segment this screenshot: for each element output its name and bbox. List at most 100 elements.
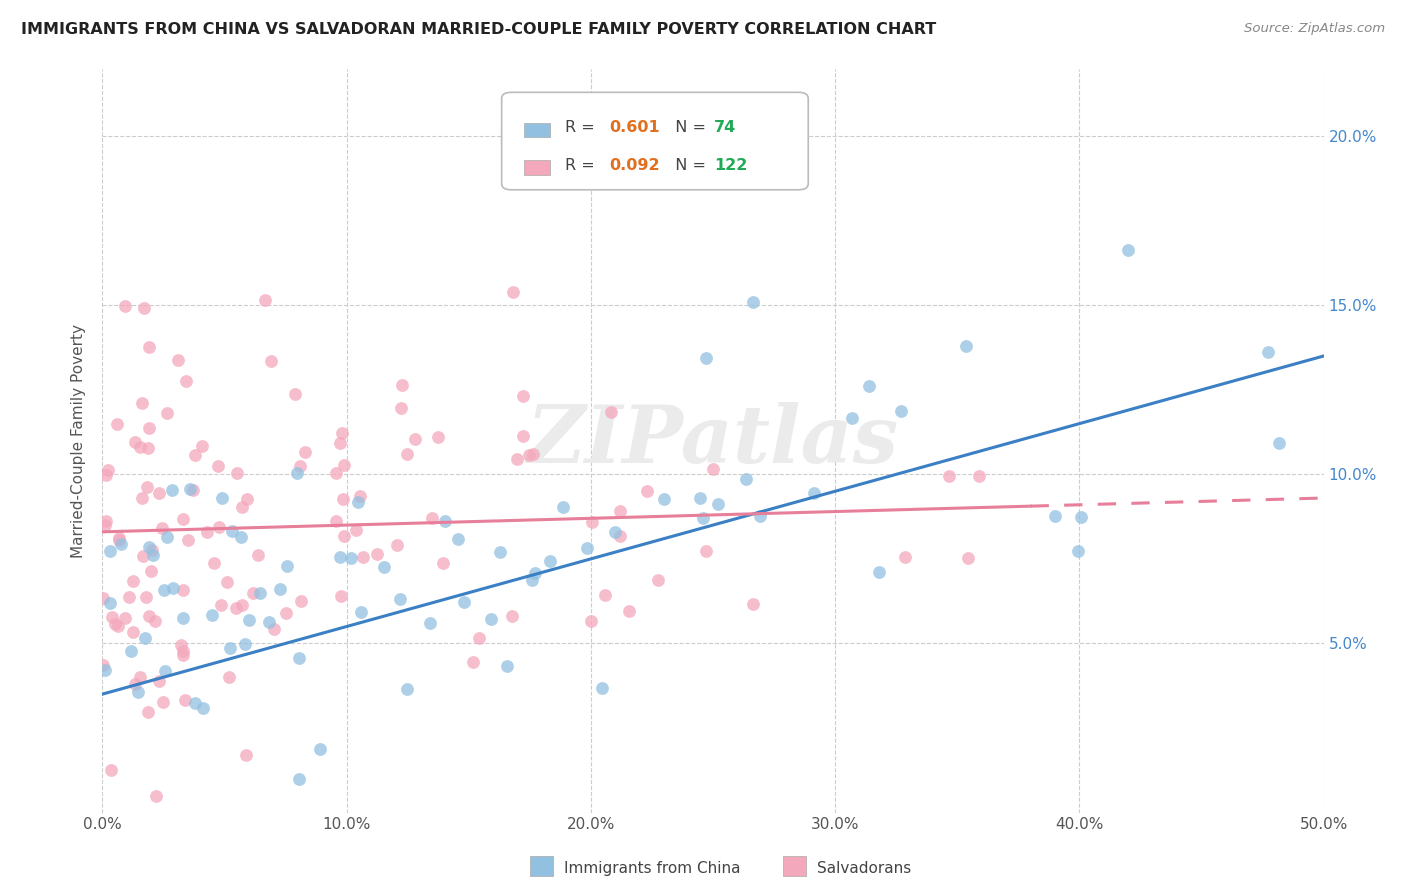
Point bbox=[269, 582, 291, 596]
Point bbox=[329, 436, 352, 450]
Point bbox=[97, 463, 120, 477]
Point bbox=[446, 533, 468, 547]
Point bbox=[288, 772, 311, 786]
Point bbox=[502, 285, 524, 300]
Point bbox=[1067, 544, 1090, 558]
Point bbox=[453, 595, 475, 609]
Point bbox=[218, 670, 240, 684]
Point bbox=[172, 611, 194, 625]
Point bbox=[215, 575, 238, 590]
Point bbox=[94, 663, 117, 677]
Point bbox=[695, 544, 717, 558]
Point bbox=[329, 550, 352, 565]
Point bbox=[841, 411, 863, 425]
Text: Immigrants from China: Immigrants from China bbox=[564, 861, 741, 876]
Point bbox=[184, 696, 207, 710]
Point bbox=[153, 665, 176, 679]
Point bbox=[184, 448, 207, 462]
Point bbox=[208, 520, 231, 534]
Point bbox=[1045, 508, 1067, 523]
Point bbox=[238, 613, 260, 627]
Point bbox=[969, 468, 991, 483]
Point bbox=[287, 650, 309, 665]
Point bbox=[135, 480, 157, 494]
Point bbox=[330, 426, 353, 441]
Point bbox=[141, 542, 163, 557]
Point bbox=[276, 558, 298, 573]
Point bbox=[595, 589, 617, 603]
Point bbox=[285, 466, 308, 480]
Point bbox=[138, 340, 160, 354]
Point bbox=[479, 612, 502, 626]
Point bbox=[581, 515, 603, 529]
Point bbox=[702, 462, 724, 476]
Point bbox=[114, 299, 136, 313]
Point bbox=[122, 625, 145, 640]
Point bbox=[553, 500, 575, 514]
Point bbox=[512, 389, 534, 403]
Point bbox=[366, 547, 388, 561]
Point bbox=[956, 551, 979, 566]
Point bbox=[98, 596, 121, 610]
Point bbox=[110, 537, 132, 551]
Point bbox=[894, 550, 917, 565]
Point bbox=[512, 429, 534, 443]
Point bbox=[156, 530, 179, 544]
Point bbox=[1070, 510, 1092, 524]
Point bbox=[124, 677, 146, 691]
Point bbox=[522, 573, 544, 587]
Point bbox=[461, 655, 484, 669]
Point bbox=[211, 491, 233, 505]
Point bbox=[114, 611, 136, 625]
Point bbox=[135, 590, 157, 604]
Point bbox=[136, 442, 159, 456]
Point bbox=[107, 531, 129, 545]
Point bbox=[235, 748, 257, 763]
Point bbox=[195, 525, 218, 540]
Text: N =: N = bbox=[665, 120, 711, 136]
Point bbox=[145, 789, 167, 803]
Point bbox=[427, 430, 450, 444]
Point bbox=[138, 608, 160, 623]
Point bbox=[695, 351, 717, 366]
Point bbox=[579, 614, 602, 628]
Point bbox=[94, 467, 117, 482]
Point bbox=[468, 632, 491, 646]
Point bbox=[231, 500, 253, 515]
Point bbox=[190, 439, 212, 453]
Point bbox=[707, 497, 730, 511]
Point bbox=[132, 549, 155, 564]
Point bbox=[489, 545, 512, 559]
FancyBboxPatch shape bbox=[523, 122, 551, 137]
Point bbox=[231, 530, 253, 544]
Point bbox=[389, 591, 412, 606]
Point bbox=[263, 622, 285, 636]
Point bbox=[290, 458, 312, 473]
Point bbox=[96, 514, 118, 528]
Point bbox=[636, 483, 658, 498]
Point bbox=[741, 597, 763, 611]
Point bbox=[162, 483, 184, 498]
Point bbox=[505, 451, 527, 466]
Point bbox=[434, 515, 457, 529]
Point bbox=[689, 491, 711, 506]
Point bbox=[325, 466, 347, 480]
Point bbox=[127, 685, 149, 699]
FancyBboxPatch shape bbox=[502, 93, 808, 190]
Point bbox=[100, 610, 122, 624]
Point bbox=[309, 742, 332, 756]
Point bbox=[609, 529, 631, 543]
Point bbox=[148, 674, 170, 689]
Point bbox=[233, 637, 256, 651]
Text: 122: 122 bbox=[714, 158, 748, 173]
Point bbox=[501, 608, 523, 623]
Point bbox=[735, 472, 758, 486]
Point bbox=[955, 339, 977, 353]
Point bbox=[105, 417, 128, 431]
Point bbox=[141, 564, 163, 578]
Point bbox=[290, 594, 312, 608]
Point bbox=[692, 511, 714, 525]
Point bbox=[389, 401, 412, 416]
Point bbox=[254, 293, 277, 308]
Point bbox=[91, 591, 114, 605]
